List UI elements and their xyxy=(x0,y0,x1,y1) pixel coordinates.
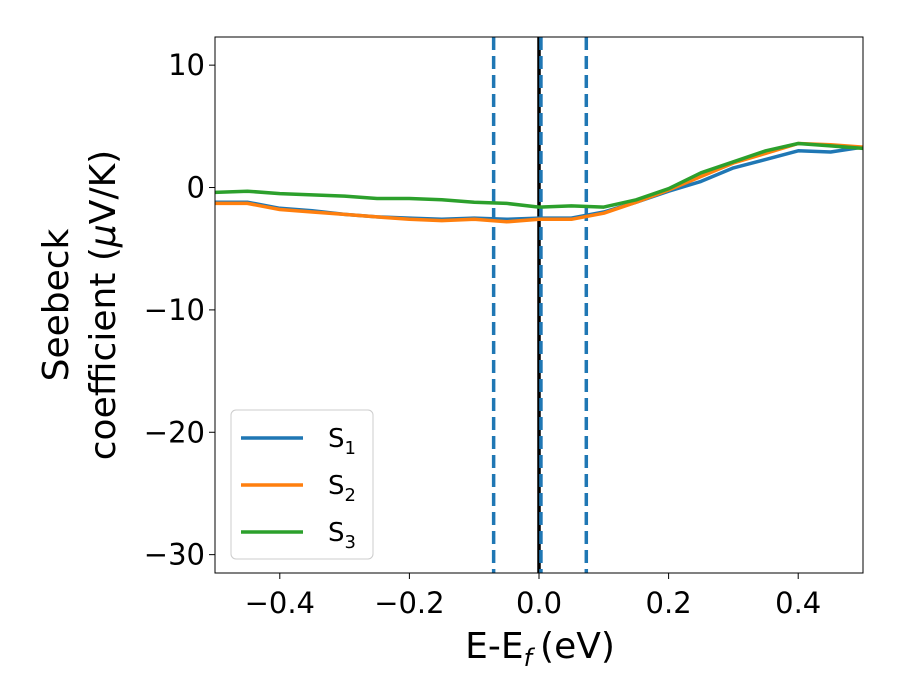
y-tick-label: 10 xyxy=(168,48,205,82)
x-tick-label: −0.4 xyxy=(245,586,315,620)
series-line-s2 xyxy=(215,141,863,224)
y-tick-label: 0 xyxy=(187,171,205,205)
legend: S1 S2 S3 xyxy=(230,409,374,560)
y-tick-label: −30 xyxy=(144,538,205,572)
x-tick-label: 0.0 xyxy=(516,586,562,620)
series-line-s3 xyxy=(215,141,863,209)
y-axis-label-line2: coefficient (μV/K) xyxy=(83,150,124,460)
vertical-lines xyxy=(491,37,589,573)
y-axis-ticks: 10 0 −10 −20 −30 xyxy=(144,48,215,572)
x-axis-label: E-Ef (eV) xyxy=(465,626,615,672)
x-axis-ticks: −0.4 −0.2 0.0 0.2 0.4 xyxy=(245,573,821,620)
y-tick-label: −10 xyxy=(144,293,205,327)
y-tick-label: −20 xyxy=(144,415,205,449)
x-tick-label: 0.2 xyxy=(646,586,692,620)
legend-label-s1: S1 xyxy=(328,424,356,459)
legend-label-s3: S3 xyxy=(328,518,356,553)
x-tick-label: 0.4 xyxy=(775,586,821,620)
y-axis-label-line1: Seebeck xyxy=(36,228,77,381)
legend-label-s2: S2 xyxy=(328,471,356,506)
x-tick-label: −0.2 xyxy=(374,586,444,620)
series-lines xyxy=(215,141,863,224)
